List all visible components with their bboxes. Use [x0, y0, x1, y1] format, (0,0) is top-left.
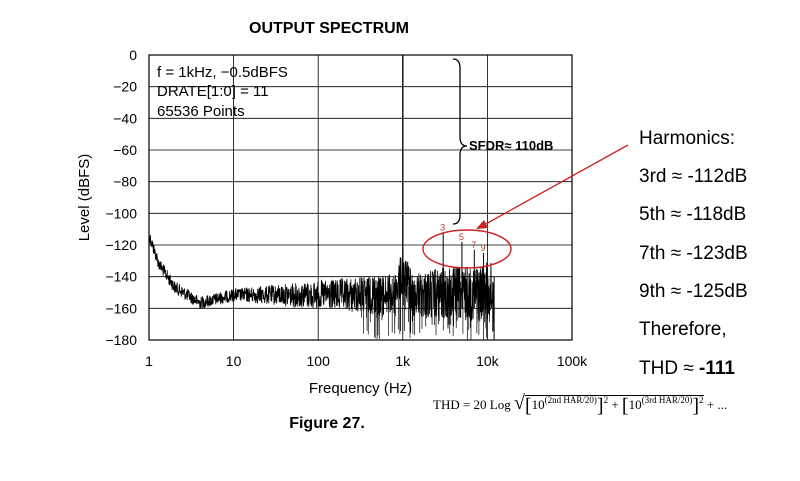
x-tick-label: 10: [226, 353, 242, 369]
noise-floor-line: [148, 233, 495, 323]
noise-floor-trace: [148, 233, 495, 340]
y-tick-label: −80: [113, 174, 137, 190]
figure-caption: Figure 27.: [289, 415, 365, 432]
thd-value: -111: [699, 358, 735, 379]
thd-result: THD ≈ -111: [639, 358, 735, 379]
y-tick-label: −40: [113, 110, 137, 126]
formula-radicand: [10(2nd HAR/20)]2 + [10(3rd HAR/20)]2: [524, 395, 704, 417]
y-tick-label: −120: [105, 237, 137, 253]
plot-frame: [148, 54, 573, 341]
formula-base-1: 10: [531, 397, 545, 412]
thd-prefix: THD ≈: [639, 358, 699, 379]
x-axis-title: Frequency (Hz): [309, 380, 412, 397]
harmonic-label: 5: [459, 232, 464, 242]
y-tick-label: −20: [113, 79, 137, 95]
y-tick-label: 0: [129, 47, 137, 63]
annotation-drate: DRATE[1:0] = 11: [157, 83, 269, 100]
y-axis-title: Level (dBFS): [76, 154, 93, 242]
formula-lhs: THD = 20 Log: [433, 397, 511, 412]
y-tick-label: −100: [105, 205, 137, 221]
x-tick-label: 100k: [557, 353, 588, 369]
harmonic-3rd: 3rd ≈ -112dB: [639, 166, 747, 187]
harmonic-label: 3: [440, 222, 445, 232]
x-tick-label: 1k: [395, 353, 411, 369]
thd-formula: THD = 20 Log √[10(2nd HAR/20)]2 + [10(3r…: [433, 392, 727, 418]
harmonic-7th: 7th ≈ -123dB: [639, 243, 748, 264]
formula-exp-1: (2nd HAR/20): [544, 395, 597, 405]
therefore-text: Therefore,: [639, 319, 727, 340]
harmonic-label: 9: [481, 243, 486, 253]
annotation-frequency: f = 1kHz, −0.5dBFS: [157, 64, 288, 81]
chart-title: OUTPUT SPECTRUM: [249, 20, 409, 37]
y-tick-label: −180: [105, 332, 137, 348]
x-tick-label: 100: [307, 353, 331, 369]
sfdr-brace: [452, 58, 468, 225]
formula-tail: + ...: [706, 397, 728, 412]
y-tick-label: −140: [105, 269, 137, 285]
harmonics-heading: Harmonics:: [639, 128, 735, 149]
harmonic-9th: 9th ≈ -125dB: [639, 281, 748, 302]
sfdr-label: SFDR≈ 110dB: [469, 138, 553, 153]
formula-exp-2: (3rd HAR/20): [641, 395, 693, 405]
x-tick-label: 10k: [476, 353, 500, 369]
harmonic-label: 7: [471, 240, 476, 250]
annotation-points: 65536 Points: [157, 103, 245, 120]
pointer-arrow: [483, 144, 629, 226]
y-tick-label: −160: [105, 300, 137, 316]
y-tick-label: −60: [113, 142, 137, 158]
harmonic-5th: 5th ≈ -118dB: [639, 204, 746, 225]
x-tick-label: 1: [145, 353, 153, 369]
arrow-head: [476, 220, 488, 229]
axes: 0 −20 −40 −60 −80 −100 −120 −140 −160 −180 1 10 100 1…: [76, 47, 588, 397]
harmonic-spikes: 3 57 9: [402, 55, 486, 309]
harmonics-ellipse: [422, 229, 512, 269]
sqrt-sign: √: [514, 392, 525, 414]
formula-base-2: 10: [628, 397, 642, 412]
